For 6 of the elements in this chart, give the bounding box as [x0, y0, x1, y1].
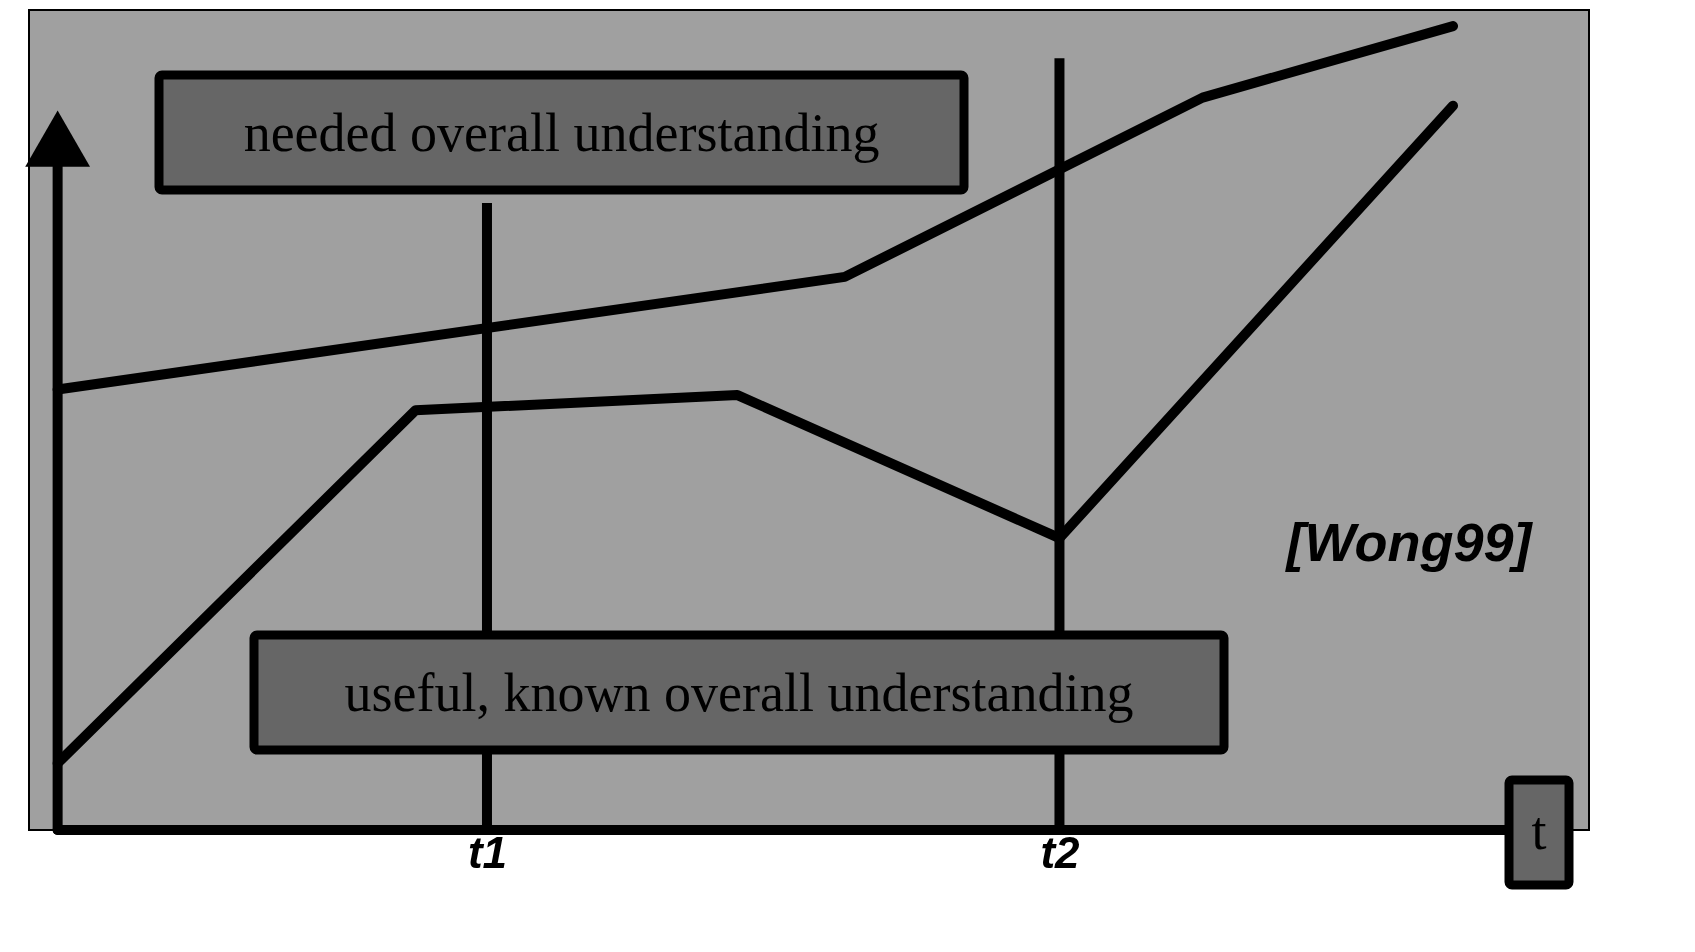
- annotation: [Wong99]: [1284, 512, 1534, 572]
- series-label: needed overall understanding: [243, 102, 880, 163]
- x-tick-label: t2: [1040, 827, 1081, 877]
- x-tick-label: t1: [467, 827, 508, 877]
- x-axis-title: t: [1531, 801, 1547, 861]
- text: useful, known overall understanding: [344, 662, 1134, 723]
